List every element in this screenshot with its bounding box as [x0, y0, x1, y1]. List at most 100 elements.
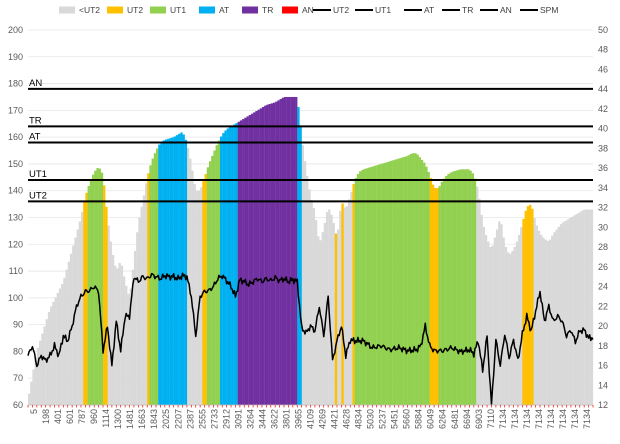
zone-bar-at [158, 144, 161, 406]
zone-bar-below-ut2 [78, 221, 82, 405]
zone-bar-tr [281, 97, 285, 406]
zone-bar-at [173, 136, 177, 406]
x-tick-label: 5237 [378, 409, 388, 429]
plot-area: AN TR AT UT1 UT2 [27, 29, 594, 406]
right-tick-label: 36 [598, 163, 608, 173]
zone-bar-tr [242, 119, 245, 405]
zone-bar-below-ut2 [36, 347, 40, 405]
zone-bar-ut1 [473, 178, 477, 405]
zone-bar-ut1 [449, 172, 452, 405]
zone-bar-below-ut2 [509, 253, 512, 405]
x-tick-label: 7134 [510, 409, 520, 429]
zone-bar-below-ut2 [28, 393, 31, 405]
zone-bar-ut2 [83, 201, 86, 405]
left-tick-label: 170 [8, 105, 23, 115]
right-tick-label: 14 [598, 380, 608, 390]
zone-bar-ut2 [522, 218, 525, 405]
zone-bar-at [178, 133, 181, 405]
x-tick-label: 4109 [306, 409, 316, 429]
x-tick-label: 7134 [522, 409, 532, 429]
zone-bar-ut1 [374, 165, 377, 405]
zone-bar-at [180, 132, 183, 405]
zone-bar-below-ut2 [495, 229, 499, 405]
left-tick-label: 70 [13, 373, 23, 383]
zone-bar-below-ut2 [314, 220, 318, 405]
x-tick-label: 7110 [486, 409, 496, 428]
zone-bar-below-ut2 [140, 206, 143, 405]
left-tick-label: 120 [8, 239, 23, 249]
zone-bar-ut1 [400, 157, 404, 405]
zone-bar-ut1 [208, 161, 212, 405]
chart-legend: <UT2 UT2 UT1 AT TR AN UT2 UT1 AT TR AN SPM [59, 5, 558, 15]
zone-bar-below-ut2 [350, 192, 353, 405]
x-tick-label: 1481 [125, 409, 135, 429]
zone-bar-below-ut2 [562, 222, 565, 405]
zone-bar-below-ut2 [573, 215, 576, 405]
zone-bar-below-ut2 [301, 145, 305, 405]
zone-bar-tr [253, 112, 256, 405]
zone-bar-ut2 [85, 192, 88, 405]
zone-bar-ut1 [389, 160, 393, 405]
zone-bar-ut1 [396, 158, 399, 405]
right-tick-label: 24 [598, 282, 608, 292]
zone-bar-below-ut2 [63, 277, 66, 405]
zone-bar-below-ut2 [568, 218, 572, 405]
zone-bar-tr [295, 96, 298, 405]
zone-bar-ut1 [423, 162, 426, 405]
legend-label: TR [262, 5, 273, 15]
zone-bar-below-ut2 [116, 268, 119, 405]
left-tick-label: 180 [8, 79, 23, 89]
x-tick-label: 3444 [257, 409, 267, 429]
zone-bar-ut1 [464, 169, 468, 405]
legend-swatch [59, 6, 75, 14]
x-tick-label: 5030 [366, 409, 376, 429]
zone-bar-ut1 [392, 160, 395, 405]
zone-bar-at [224, 130, 227, 406]
zone-bar-below-ut2 [537, 230, 541, 405]
zone-bar-below-ut2 [584, 209, 587, 405]
right-tick-label: 42 [598, 104, 608, 114]
x-tick-label: 401 [53, 409, 63, 424]
zone-bar-at [231, 125, 234, 406]
x-tick-label: 1114 [101, 409, 111, 428]
x-tick-label: 7134 [546, 409, 556, 429]
zone-bar-ut1 [365, 168, 369, 405]
zone-bar-at [164, 139, 168, 405]
zone-bar-below-ut2 [76, 229, 79, 405]
right-tick-label: 44 [598, 84, 608, 94]
x-tick-label: 3622 [269, 409, 279, 429]
zone-bar-ut1 [100, 172, 104, 405]
x-tick-label: 198 [41, 409, 51, 424]
zone-bar-below-ut2 [553, 232, 556, 405]
zone-bar-ut1 [378, 164, 382, 405]
x-tick-label: 6264 [438, 409, 448, 429]
zone-bar-tr [292, 96, 296, 405]
x-tick-label: 3965 [293, 409, 303, 429]
zone-bar-tr [257, 109, 260, 405]
zone-bar-below-ut2 [517, 234, 521, 405]
zone-bar-ut1 [354, 177, 357, 405]
zone-bar-at [175, 135, 179, 406]
x-tick-label: 5 [29, 409, 39, 414]
zone-bar-ut2 [341, 203, 344, 405]
zone-bar-ut1 [442, 178, 446, 405]
x-tick-label: 5660 [402, 409, 412, 429]
legend-swatch [242, 6, 258, 14]
x-tick-label: 5884 [414, 409, 424, 429]
zone-bar-below-ut2 [476, 186, 479, 405]
right-tick-label: 34 [598, 183, 608, 193]
zone-bar-below-ut2 [566, 219, 569, 405]
zone-bar-below-ut2 [43, 326, 46, 405]
zone-bar-at [167, 138, 170, 406]
zone-bar-below-ut2 [310, 200, 313, 405]
zone-bar-ut1 [149, 165, 152, 405]
zone-bar-below-ut2 [546, 240, 550, 405]
right-tick-label: 32 [598, 203, 608, 213]
zone-bar-below-ut2 [513, 246, 516, 405]
zone-threshold-lines: AN TR AT UT1 UT2 [28, 78, 593, 203]
zone-bar-ut2 [147, 173, 150, 405]
zone-bar-below-ut2 [332, 222, 335, 405]
zone-bar-below-ut2 [551, 235, 554, 405]
zone-bar-at [228, 127, 232, 406]
x-tick-label: 7134 [534, 409, 544, 429]
